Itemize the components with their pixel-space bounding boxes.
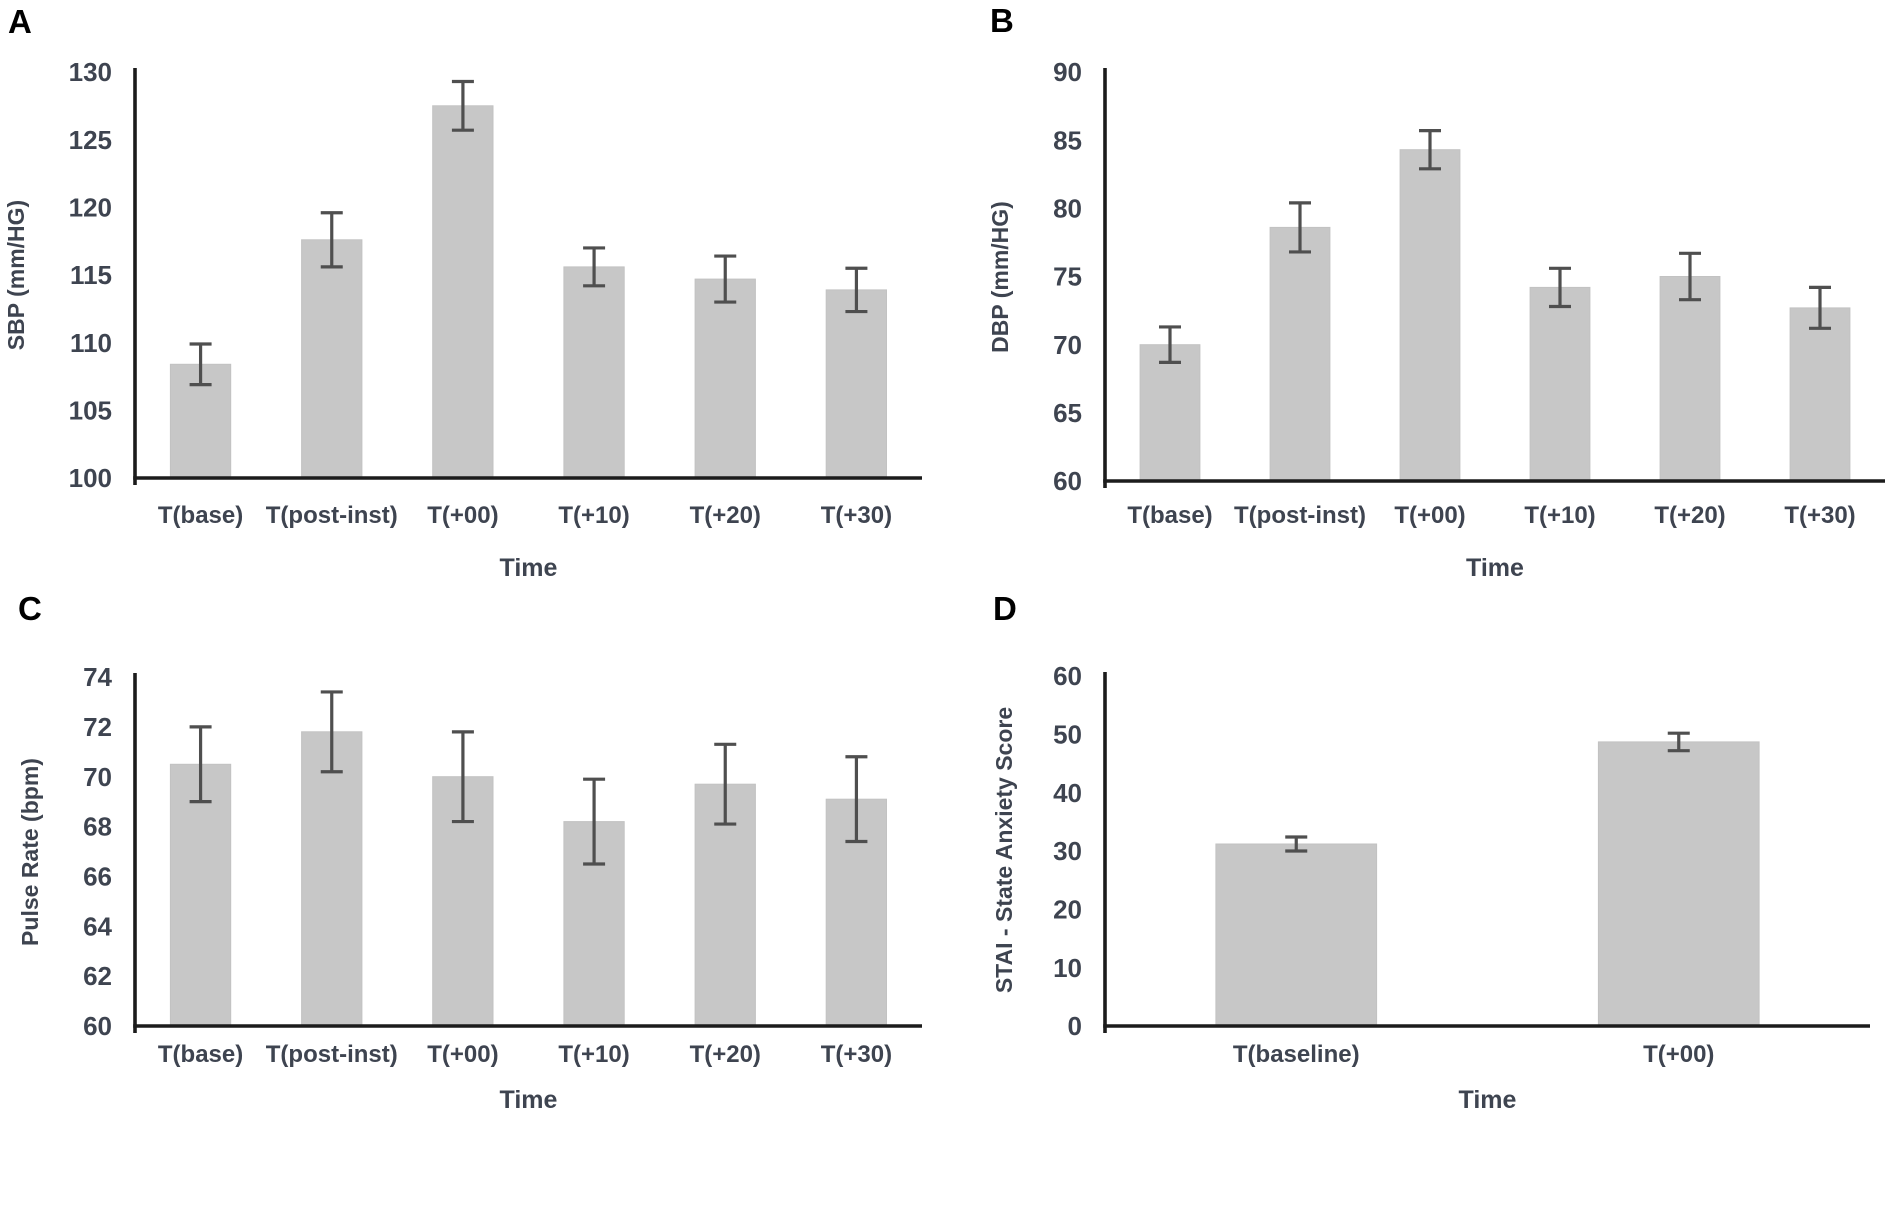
panel-a-bar (694, 278, 756, 479)
panel-a-ytick-label: 110 (70, 328, 112, 358)
panel-d-category-label: T(+00) (1643, 1041, 1714, 1068)
panel-c-category-label: T(base) (158, 1041, 243, 1068)
panel-d-category-label: T(baseline) (1233, 1041, 1360, 1068)
panel-a-category-label: T(+00) (427, 502, 498, 529)
panel-b-bar (1789, 307, 1851, 482)
panel-b-ytick-label: 65 (1053, 398, 1082, 428)
panel-a-category-label: T(+20) (690, 502, 761, 529)
panel-a-ytick-label: 120 (69, 192, 112, 222)
panel-b-x-axis-title: Time (1466, 554, 1524, 582)
panel-c-category-label: T(+10) (558, 1041, 629, 1068)
panel-d-ytick-label: 50 (1053, 719, 1082, 749)
panel-b-category-label: T(+10) (1524, 502, 1595, 529)
panel-a-bar (563, 266, 625, 479)
panel-a-ytick-label: 105 (69, 395, 112, 425)
panel-a-letter: A (8, 3, 32, 40)
panel-d-ytick-label: 10 (1053, 953, 1082, 983)
panel-a-ytick-label: 115 (70, 260, 112, 290)
panel-a-ytick-label: 130 (69, 57, 112, 87)
panel-c-bar (169, 763, 232, 1027)
panel-d-ytick-label: 20 (1053, 894, 1082, 924)
panel-a-ytick-label: 100 (69, 463, 112, 493)
panel-b-category-label: T(+30) (1784, 502, 1855, 529)
panel-c-ytick-label: 74 (83, 662, 112, 692)
panel-d-ytick-label: 40 (1053, 778, 1082, 808)
panel-c-ytick-label: 68 (83, 812, 112, 842)
panel-c-letter: C (18, 590, 42, 627)
panel-b-bar (1529, 286, 1591, 482)
panel-d-y-axis-title: STAI - State Anxiety Score (991, 707, 1017, 993)
panel-c-ytick-label: 64 (83, 911, 112, 941)
panel-b-ytick-label: 70 (1053, 330, 1082, 360)
panel-c-ytick-label: 60 (83, 1011, 112, 1041)
panel-b-bar (1269, 226, 1331, 482)
panel-d-ytick-label: 60 (1053, 661, 1082, 691)
panel-c-category-label: T(+20) (690, 1041, 761, 1068)
panel-b-ytick-label: 85 (1053, 125, 1082, 155)
panel-c-ytick-label: 70 (83, 762, 112, 792)
panel-b-category-label: T(+00) (1394, 502, 1465, 529)
panel-d-bar (1215, 843, 1378, 1027)
panel-b-category-label: T(+20) (1654, 502, 1725, 529)
panel-a-ytick-label: 125 (69, 125, 112, 155)
panel-c-category-label: T(+30) (821, 1041, 892, 1068)
panel-a-y-axis-title: SBP (mm/HG) (3, 200, 29, 350)
panel-c-category-label: T(+00) (427, 1041, 498, 1068)
panel-a-bar (432, 105, 494, 479)
panel-c-ytick-label: 62 (83, 961, 112, 991)
panel-b-bar (1659, 276, 1721, 482)
panel-b-ytick-label: 80 (1053, 193, 1082, 223)
panel-c-category-label: T(post-inst) (266, 1041, 398, 1068)
panel-c-ytick-label: 72 (83, 712, 112, 742)
panel-d-bar (1597, 741, 1760, 1027)
panel-a-category-label: T(post-inst) (266, 502, 398, 529)
panel-b-y-axis-title: DBP (mm/HG) (987, 201, 1013, 353)
panel-c-x-axis-title: Time (500, 1086, 558, 1114)
panel-a-category-label: T(+10) (558, 502, 629, 529)
panel-b-ytick-label: 75 (1053, 262, 1082, 292)
panel-a-x-axis-title: Time (500, 554, 558, 582)
panel-b-bar (1139, 344, 1201, 482)
panel-c-bar (301, 731, 363, 1027)
panel-d-letter: D (993, 590, 1017, 627)
panel-b-ytick-label: 60 (1053, 466, 1082, 496)
panel-a-bar (825, 289, 888, 479)
panel-b-category-label: T(base) (1127, 502, 1212, 529)
panel-a-category-label: T(base) (158, 502, 243, 529)
panel-b-letter: B (990, 2, 1014, 39)
panel-d-x-axis-title: Time (1459, 1086, 1517, 1114)
panel-b-bar (1399, 149, 1461, 482)
panel-a-category-label: T(+30) (821, 502, 892, 529)
panel-d-ytick-label: 0 (1068, 1011, 1082, 1041)
panel-a-bar (301, 239, 363, 479)
panel-b-ytick-label: 90 (1053, 57, 1082, 87)
panel-d-ytick-label: 30 (1053, 836, 1082, 866)
panel-b-category-label: T(post-inst) (1234, 502, 1366, 529)
panel-c-y-axis-title: Pulse Rate (bpm) (17, 758, 43, 946)
panel-c-ytick-label: 66 (83, 862, 112, 892)
